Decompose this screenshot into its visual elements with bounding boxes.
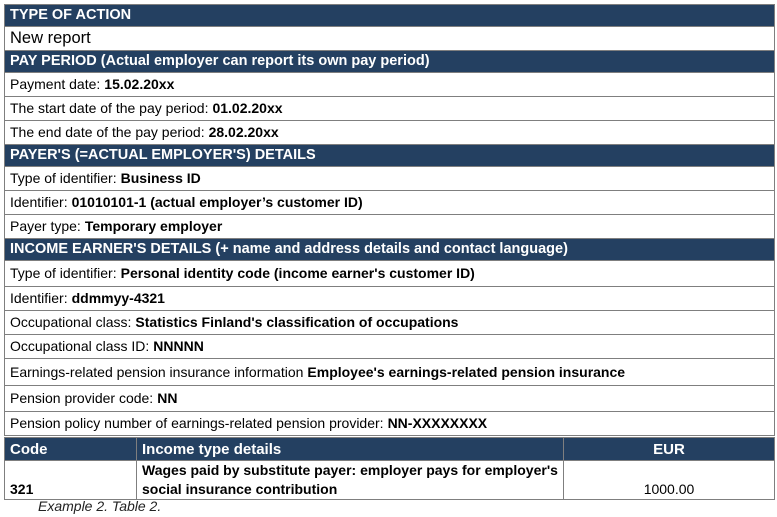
field-value: Employee's earnings-related pension insu… [307, 364, 626, 380]
field-label: Pension provider code: [10, 390, 154, 406]
form-row: Pension policy number of earnings-relate… [4, 411, 775, 436]
field-value: NNNNN [153, 338, 204, 354]
field-value: 01.02.20xx [212, 100, 283, 116]
header-cell: EUR [563, 437, 775, 461]
field-label: Earnings-related pension insurance infor… [10, 364, 304, 380]
field-label: The start date of the pay period: [10, 100, 209, 116]
header-cell: Code [4, 437, 137, 461]
field-label: Occupational class ID: [10, 338, 150, 354]
section-header: TYPE OF ACTION [4, 4, 775, 26]
field-value: 28.02.20xx [208, 124, 279, 140]
form-row: The start date of the pay period: 01.02.2… [4, 96, 775, 120]
field-value: Personal identity code (income earner's … [120, 265, 475, 281]
field-value: 01010101-1 (actual employer’s customer I… [71, 194, 363, 210]
form-row: Type of identifier: Personal identity cod… [4, 260, 775, 286]
form-row: Type of identifier: Business ID [4, 166, 775, 190]
section-header: INCOME EARNER'S DETAILS (+ name and addr… [4, 238, 775, 260]
form-row: Pension provider code: NN [4, 385, 775, 411]
field-label: Payment date: [10, 76, 101, 92]
form-table: TYPE OF ACTION New report PAY PERIOD (Actu… [4, 4, 775, 436]
field-label: Identifier: [10, 194, 68, 210]
header-cell: Income type details [136, 437, 564, 461]
field-value: NN [157, 390, 178, 406]
field-label: Occupational class: [10, 314, 132, 330]
field-label: New report [10, 29, 91, 47]
field-value: Statistics Finland's classification of o… [135, 314, 459, 330]
form-row: Identifier: 01010101-1 (actual employer’s… [4, 190, 775, 214]
header-row: Code Income type details EUR [4, 437, 775, 461]
cell: 321 [4, 460, 137, 500]
form-row: New report [4, 26, 775, 50]
form-row: Identifier: ddmmyy-4321 [4, 286, 775, 310]
field-value: ddmmyy-4321 [71, 290, 165, 306]
form-row: Payer type: Temporary employer [4, 214, 775, 238]
cell: 1000.00 [563, 460, 775, 500]
form-row: Occupational class ID: NNNNN [4, 334, 775, 358]
field-label: The end date of the pay period: [10, 124, 205, 140]
form-row: Payment date: 15.02.20xx [4, 72, 775, 96]
cell: Wages paid by substitute payer: employer… [136, 460, 564, 500]
field-label: Type of identifier: [10, 170, 117, 186]
field-value: Business ID [120, 170, 201, 186]
field-label: Pension policy number of earnings-relate… [10, 415, 384, 431]
caption: Example 2. Table 2. [38, 498, 162, 514]
form-row: The end date of the pay period: 28.02.20x… [4, 120, 775, 144]
income-table: Code Income type details EUR 321 Wages p… [4, 437, 775, 500]
data-row: 321 Wages paid by substitute payer: empl… [4, 460, 775, 500]
field-value: Temporary employer [84, 218, 223, 234]
field-label: Identifier: [10, 290, 68, 306]
field-label: Type of identifier: [10, 265, 117, 281]
field-value: 15.02.20xx [104, 76, 175, 92]
form-row: Occupational class: Statistics Finland's … [4, 310, 775, 334]
field-label: Payer type: [10, 218, 81, 234]
section-header: PAY PERIOD (Actual employer can report i… [4, 50, 775, 72]
field-value: NN-XXXXXXXX [387, 415, 488, 431]
section-header: PAYER'S (=ACTUAL EMPLOYER'S) DETAILS [4, 144, 775, 166]
form-row: Earnings-related pension insurance infor… [4, 358, 775, 385]
